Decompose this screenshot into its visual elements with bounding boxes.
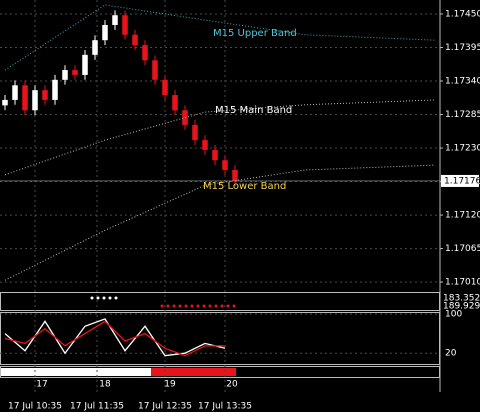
candle-body xyxy=(172,95,178,111)
dots-row-red xyxy=(160,304,236,308)
y-tick-label: 1.17120 xyxy=(445,211,480,221)
y-tick-label: 1.17340 xyxy=(445,77,480,87)
candle-body xyxy=(102,24,108,41)
candle-body xyxy=(232,169,238,181)
band-label: M15 Main Band xyxy=(215,105,292,116)
candle-body xyxy=(82,54,88,75)
osc-line xyxy=(4,320,225,357)
osc-tick-label: 20 xyxy=(445,349,457,359)
candle-body xyxy=(202,140,208,150)
strip-red xyxy=(151,368,236,376)
x-tick-label: 17 Jul 13:35 xyxy=(198,402,252,412)
candle-body xyxy=(132,34,138,46)
current-price-label: 1.17176 xyxy=(444,176,480,186)
candle-body xyxy=(122,15,128,35)
x-tick-label: 17 Jul 12:35 xyxy=(138,402,192,412)
bars-strip xyxy=(1,368,236,376)
candle-body xyxy=(22,85,28,111)
candle-body xyxy=(192,124,198,141)
indicator-label: 183.3522 xyxy=(443,294,480,304)
candle-body xyxy=(42,90,48,100)
y-tick-label: 1.17010 xyxy=(445,278,480,288)
y-tick-label: 1.17065 xyxy=(445,244,480,254)
candle-body xyxy=(12,85,18,100)
candle-body xyxy=(112,15,118,25)
osc-line xyxy=(4,318,226,357)
candle-body xyxy=(2,99,8,106)
candle-body xyxy=(222,160,228,170)
y-tick-label: 1.17230 xyxy=(445,144,480,154)
current-price-box xyxy=(441,174,479,187)
indicator-label: 189.9293 xyxy=(443,302,480,312)
y-tick-label: 1.17285 xyxy=(445,110,480,120)
y-tick-label: 1.17395 xyxy=(445,43,480,53)
dots-row xyxy=(90,296,118,300)
y-tick-label: 1.17450 xyxy=(445,10,480,20)
bars-panel xyxy=(0,366,440,378)
candle-body xyxy=(92,40,98,55)
oscillator-panel xyxy=(0,312,440,365)
band-label: M15 Lower Band xyxy=(203,181,286,192)
x-tick-label: 17 Jul 11:35 xyxy=(70,402,124,412)
candle-body xyxy=(62,70,68,80)
candle-body xyxy=(52,79,58,100)
x-tick-label: 17 Jul 10:35 xyxy=(8,402,62,412)
bar-number: 18 xyxy=(99,380,111,390)
dots-panel xyxy=(0,292,440,311)
candle-body xyxy=(152,60,158,80)
bar-number: 19 xyxy=(164,380,176,390)
candle-body xyxy=(182,110,188,125)
candle-body xyxy=(72,70,78,75)
candle-body xyxy=(142,45,148,61)
candle-body xyxy=(32,90,38,111)
osc-tick-label: 100 xyxy=(445,310,462,320)
band-label: M15 Upper Band xyxy=(213,28,297,39)
strip-white xyxy=(1,368,151,376)
candle-body xyxy=(162,79,168,96)
bar-number: 17 xyxy=(36,380,47,390)
bar-number: 20 xyxy=(226,380,238,390)
candle-body xyxy=(212,149,218,161)
